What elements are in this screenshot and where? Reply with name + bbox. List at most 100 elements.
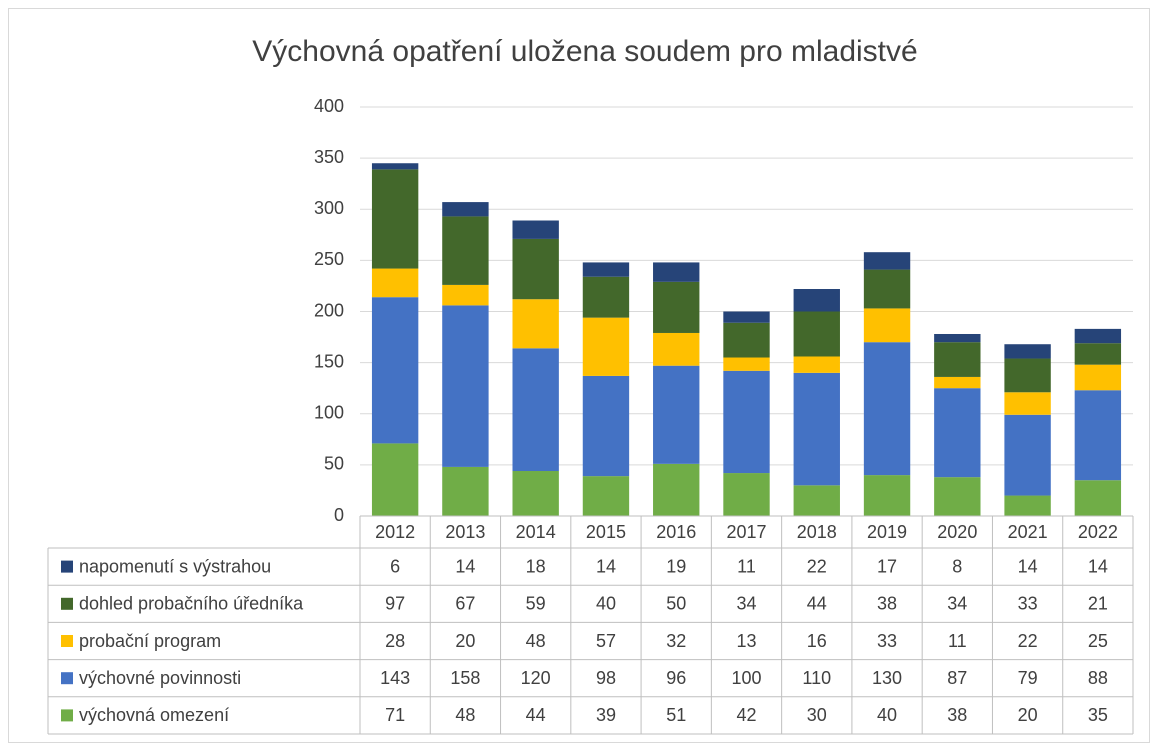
bar-segment [1074,480,1122,516]
bar-segment [793,289,840,312]
table-value: 38 [877,594,897,614]
bar-segment [863,269,911,309]
bar-segment [723,311,770,323]
x-tick-label: 2019 [867,522,907,542]
table-value: 18 [526,556,546,576]
bar-segment [653,332,700,366]
bar-segment [371,268,419,298]
x-tick-label: 2017 [726,522,766,542]
table-value: 8 [952,556,962,576]
bar-segment [1004,344,1051,359]
bar-segment [793,311,840,357]
table-value: 33 [1018,594,1038,614]
x-tick-label: 2016 [656,522,696,542]
y-tick-label: 300 [314,198,344,218]
bar-segment [1074,328,1122,344]
table-value: 87 [947,668,967,688]
bar-segment [723,473,770,516]
legend-key [61,672,73,685]
bar-segment [653,262,700,282]
x-tick-label: 2018 [797,522,837,542]
y-tick-label: 350 [314,147,344,167]
table-value: 34 [947,594,967,614]
bar-segment [512,238,559,300]
bar-segment [723,357,770,371]
table-value: 30 [807,705,827,725]
table-value: 143 [380,668,410,688]
table-value: 100 [731,668,761,688]
table-value: 50 [666,594,686,614]
y-tick-label: 50 [324,454,344,474]
table-value: 130 [872,668,902,688]
table-value: 39 [596,705,616,725]
bar-segment [934,333,981,343]
bar-segment [1004,495,1051,516]
table-value: 13 [736,631,756,651]
bar-segment [723,322,770,358]
bar-segment [442,284,489,306]
table-value: 44 [526,705,546,725]
table-value: 71 [385,705,405,725]
bar-segment [723,370,770,474]
table-value: 35 [1088,705,1108,725]
table-value: 67 [455,594,475,614]
x-tick-label: 2015 [586,522,626,542]
table-value: 11 [948,631,967,651]
table-value: 51 [666,705,686,725]
bar-segment [442,466,489,516]
table-value: 32 [666,631,686,651]
legend-key [61,635,73,647]
bar-segment [793,356,840,373]
bar-segment [442,202,489,217]
bar-segment [512,348,559,472]
chart-title: Výchovná opatření uložena soudem pro mla… [252,35,917,68]
table-value: 21 [1088,594,1108,614]
x-tick-label: 2014 [516,522,556,542]
bar-segment [1074,343,1122,365]
table-value: 33 [877,631,897,651]
bar-segment [934,388,981,478]
bar-segment [934,477,981,516]
table-value: 25 [1088,631,1108,651]
table-value: 19 [666,556,686,576]
bar-segment [512,471,559,516]
table-value: 14 [1088,556,1108,576]
legend-key [61,597,73,610]
table-value: 34 [736,594,756,614]
legend-key [61,560,73,573]
table-value: 14 [596,556,616,576]
table-value: 11 [737,556,756,576]
bar-segment [863,252,911,270]
bar-segment [653,463,700,516]
bar-segment [1074,364,1122,391]
table-value: 98 [596,668,616,688]
bar-segment [371,169,419,269]
legend-label: napomenutí s výstrahou [79,556,271,576]
bar-segment [582,276,630,318]
legend-key [61,709,73,722]
y-tick-label: 0 [334,505,344,525]
x-tick-label: 2021 [1008,522,1048,542]
bar-segment [934,376,981,389]
bar-segment [371,443,419,516]
bar-segment [582,476,630,516]
table-value: 97 [385,594,405,614]
table-value: 40 [596,594,616,614]
table-value: 44 [807,594,827,614]
x-tick-label: 2012 [375,522,415,542]
bar-segment [934,342,981,377]
y-tick-label: 200 [314,300,344,320]
bar-segment [653,365,700,464]
bar-segment [793,372,840,486]
bar-segment [512,299,559,349]
y-tick-label: 400 [314,96,344,116]
bar-segment [1004,414,1051,496]
table-value: 48 [455,705,475,725]
table-value: 48 [526,631,546,651]
bar-segment [442,305,489,467]
table-value: 6 [390,556,400,576]
table-value: 20 [1018,705,1038,725]
table-value: 16 [807,631,827,651]
table-value: 28 [385,631,405,651]
